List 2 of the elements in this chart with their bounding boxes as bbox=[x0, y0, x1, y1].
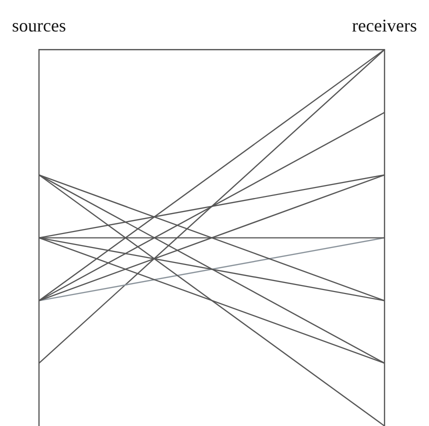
x-tick-label: sources bbox=[12, 16, 66, 36]
x-tick-label: receivers bbox=[352, 16, 417, 36]
